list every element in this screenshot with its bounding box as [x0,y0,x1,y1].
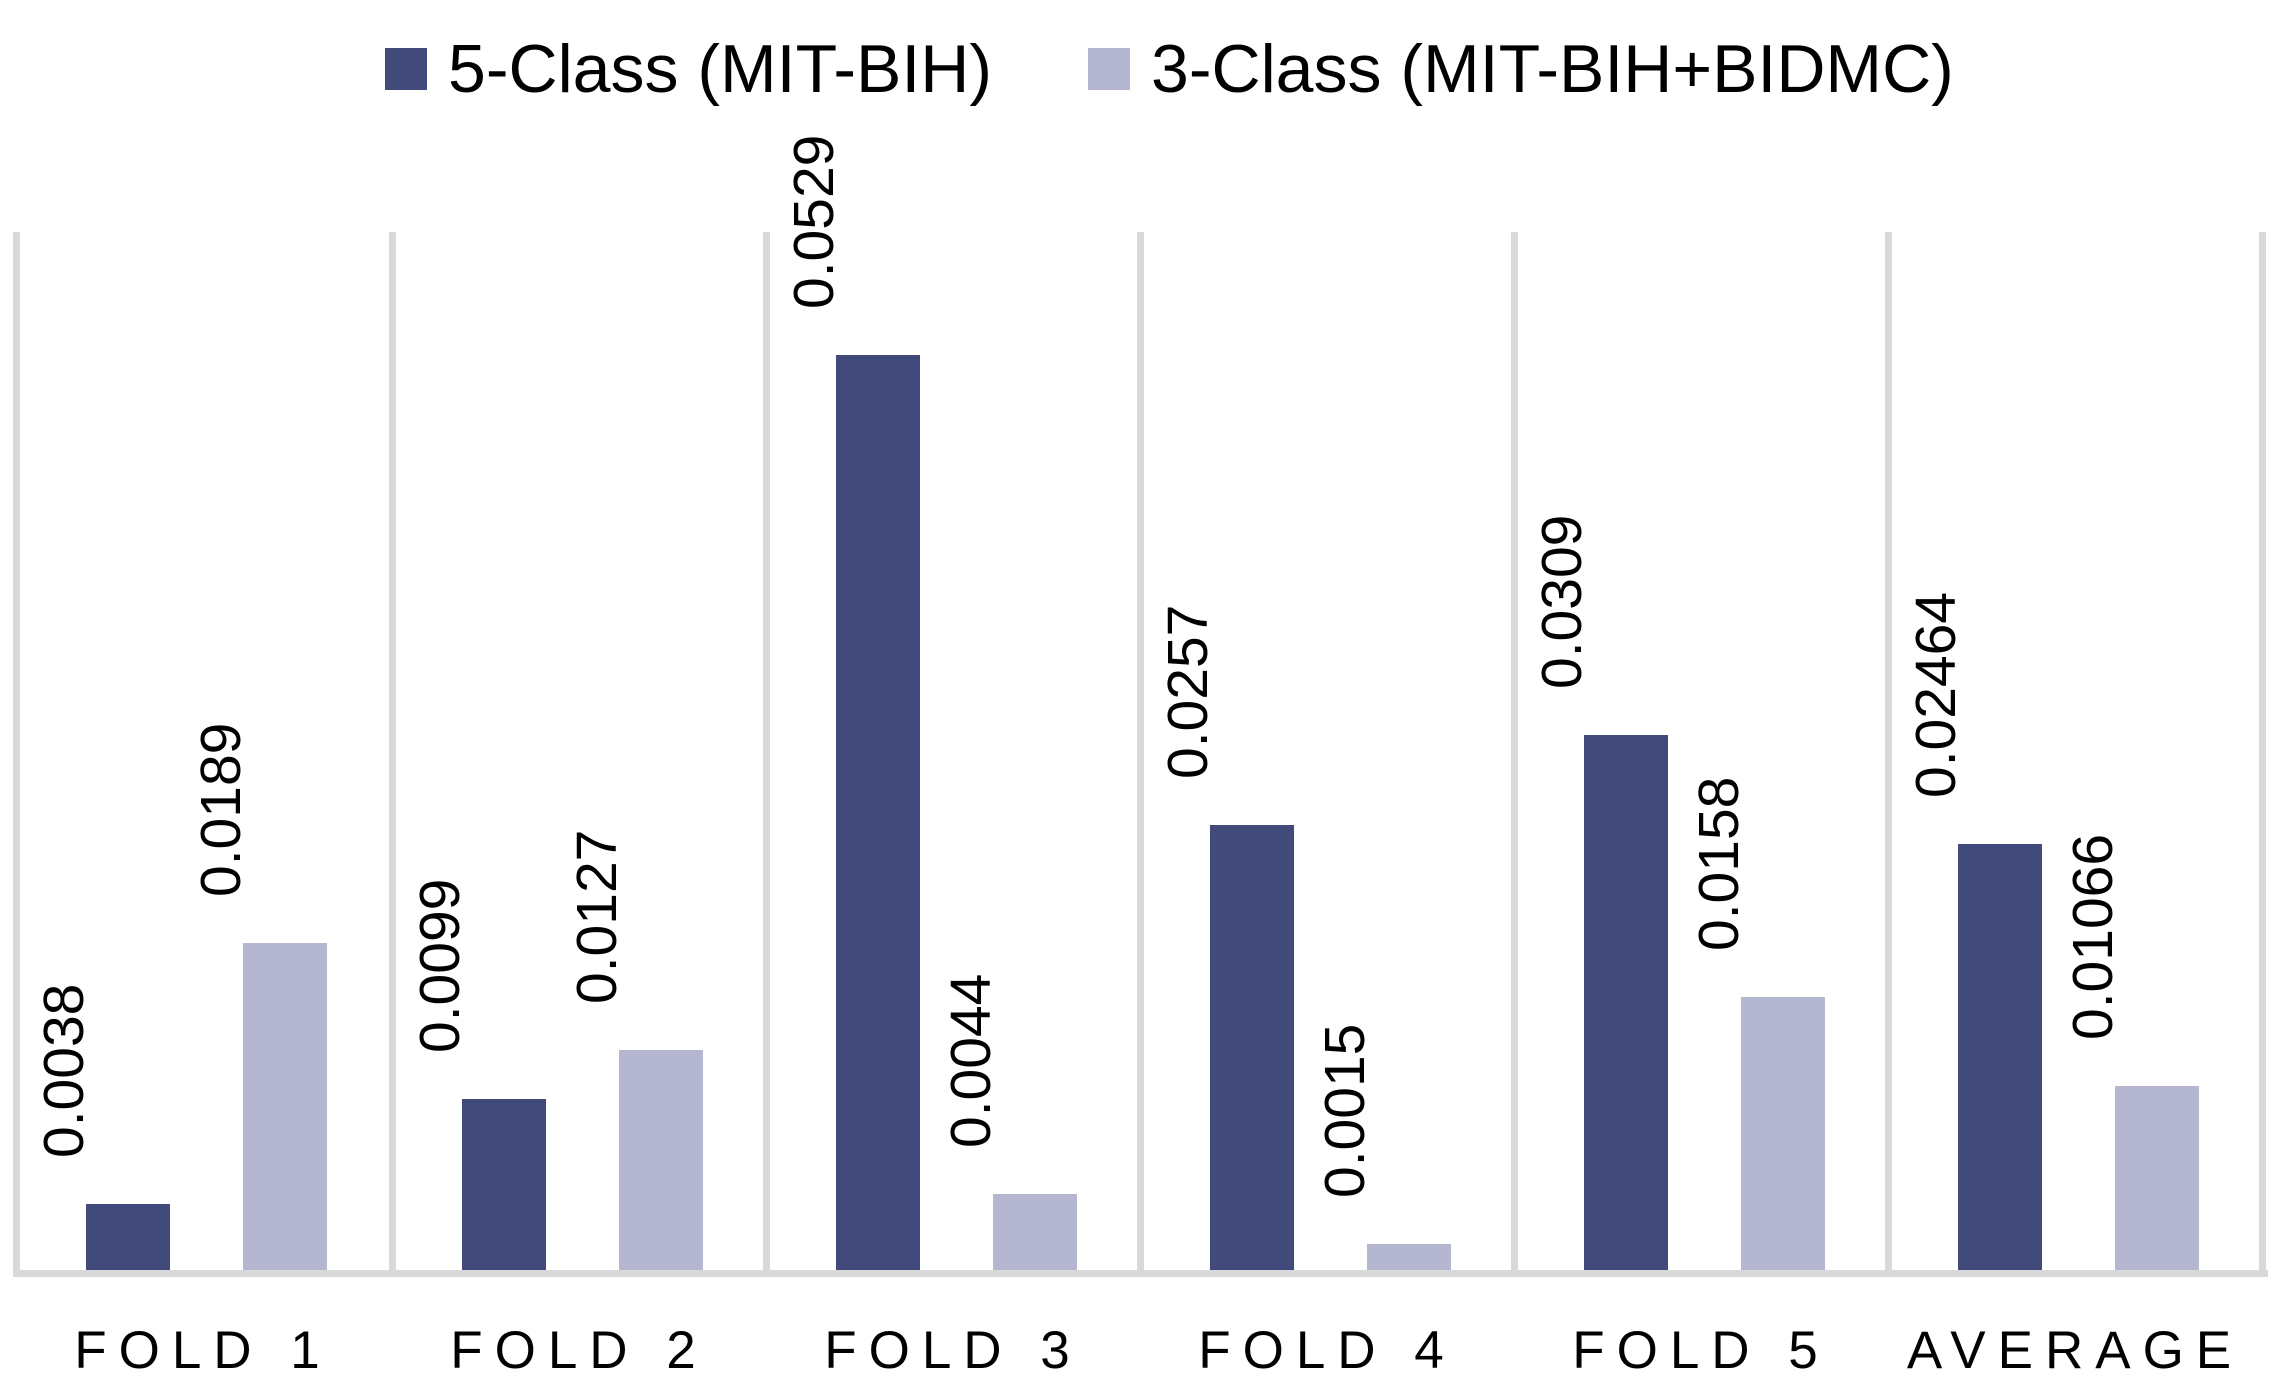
bar-3class-fold-1 [243,943,327,1270]
bar-5class-fold-1 [86,1204,170,1270]
bar-3class-fold-3 [993,1194,1077,1270]
bar-value-label: 0.01066 [2061,833,2125,1040]
bar-value-label: 0.0158 [1687,776,1751,951]
gridline [1137,232,1144,1270]
bar-5class-fold-3 [836,355,920,1270]
bar-5class-fold-2 [462,1099,546,1270]
x-axis-label-fold-5: FOLD 5 [1572,1321,1830,1380]
bar-3class-fold-5 [1741,997,1825,1270]
legend-item-5class: 5-Class (MIT-BIH) [385,27,992,111]
x-axis-label-fold-4: FOLD 4 [1198,1321,1456,1380]
bar-value-label: 0.0038 [32,983,96,1158]
legend-label-5class: 5-Class (MIT-BIH) [448,31,992,107]
x-axis-label-average: AVERAGE [1906,1321,2244,1380]
bar-5class-fold-4 [1210,825,1294,1270]
bar-value-label: 0.0189 [189,722,253,897]
legend-label-3class: 3-Class (MIT-BIH+BIDMC) [1151,31,1954,107]
x-axis-label-fold-1: FOLD 1 [74,1321,332,1380]
bar-5class-average [1958,844,2042,1270]
x-axis-label-fold-2: FOLD 2 [450,1321,708,1380]
bar-value-label: 0.02464 [1904,591,1968,798]
bar-value-label: 0.0309 [1530,514,1594,689]
x-axis-line [13,1270,2268,1277]
bar-value-label: 0.0257 [1156,604,1220,779]
bar-value-label: 0.0015 [1313,1023,1377,1198]
bar-3class-average [2115,1086,2199,1270]
gridline [763,232,770,1270]
gridline [1885,232,1892,1270]
legend-swatch-5class [385,48,427,90]
gridline [389,232,396,1270]
gridline [2259,232,2266,1270]
bar-3class-fold-4 [1367,1244,1451,1270]
bar-value-label: 0.0099 [408,878,472,1053]
legend-swatch-3class [1088,48,1130,90]
gridline [1511,232,1518,1270]
x-axis-label-fold-3: FOLD 3 [824,1321,1082,1380]
bar-value-label: 0.0044 [939,973,1003,1148]
gridline [13,232,20,1270]
bar-5class-fold-5 [1584,735,1668,1270]
bar-value-label: 0.0529 [782,134,846,309]
bar-3class-fold-2 [619,1050,703,1270]
legend-item-3class: 3-Class (MIT-BIH+BIDMC) [1088,27,1954,111]
bar-value-label: 0.0127 [565,829,629,1004]
